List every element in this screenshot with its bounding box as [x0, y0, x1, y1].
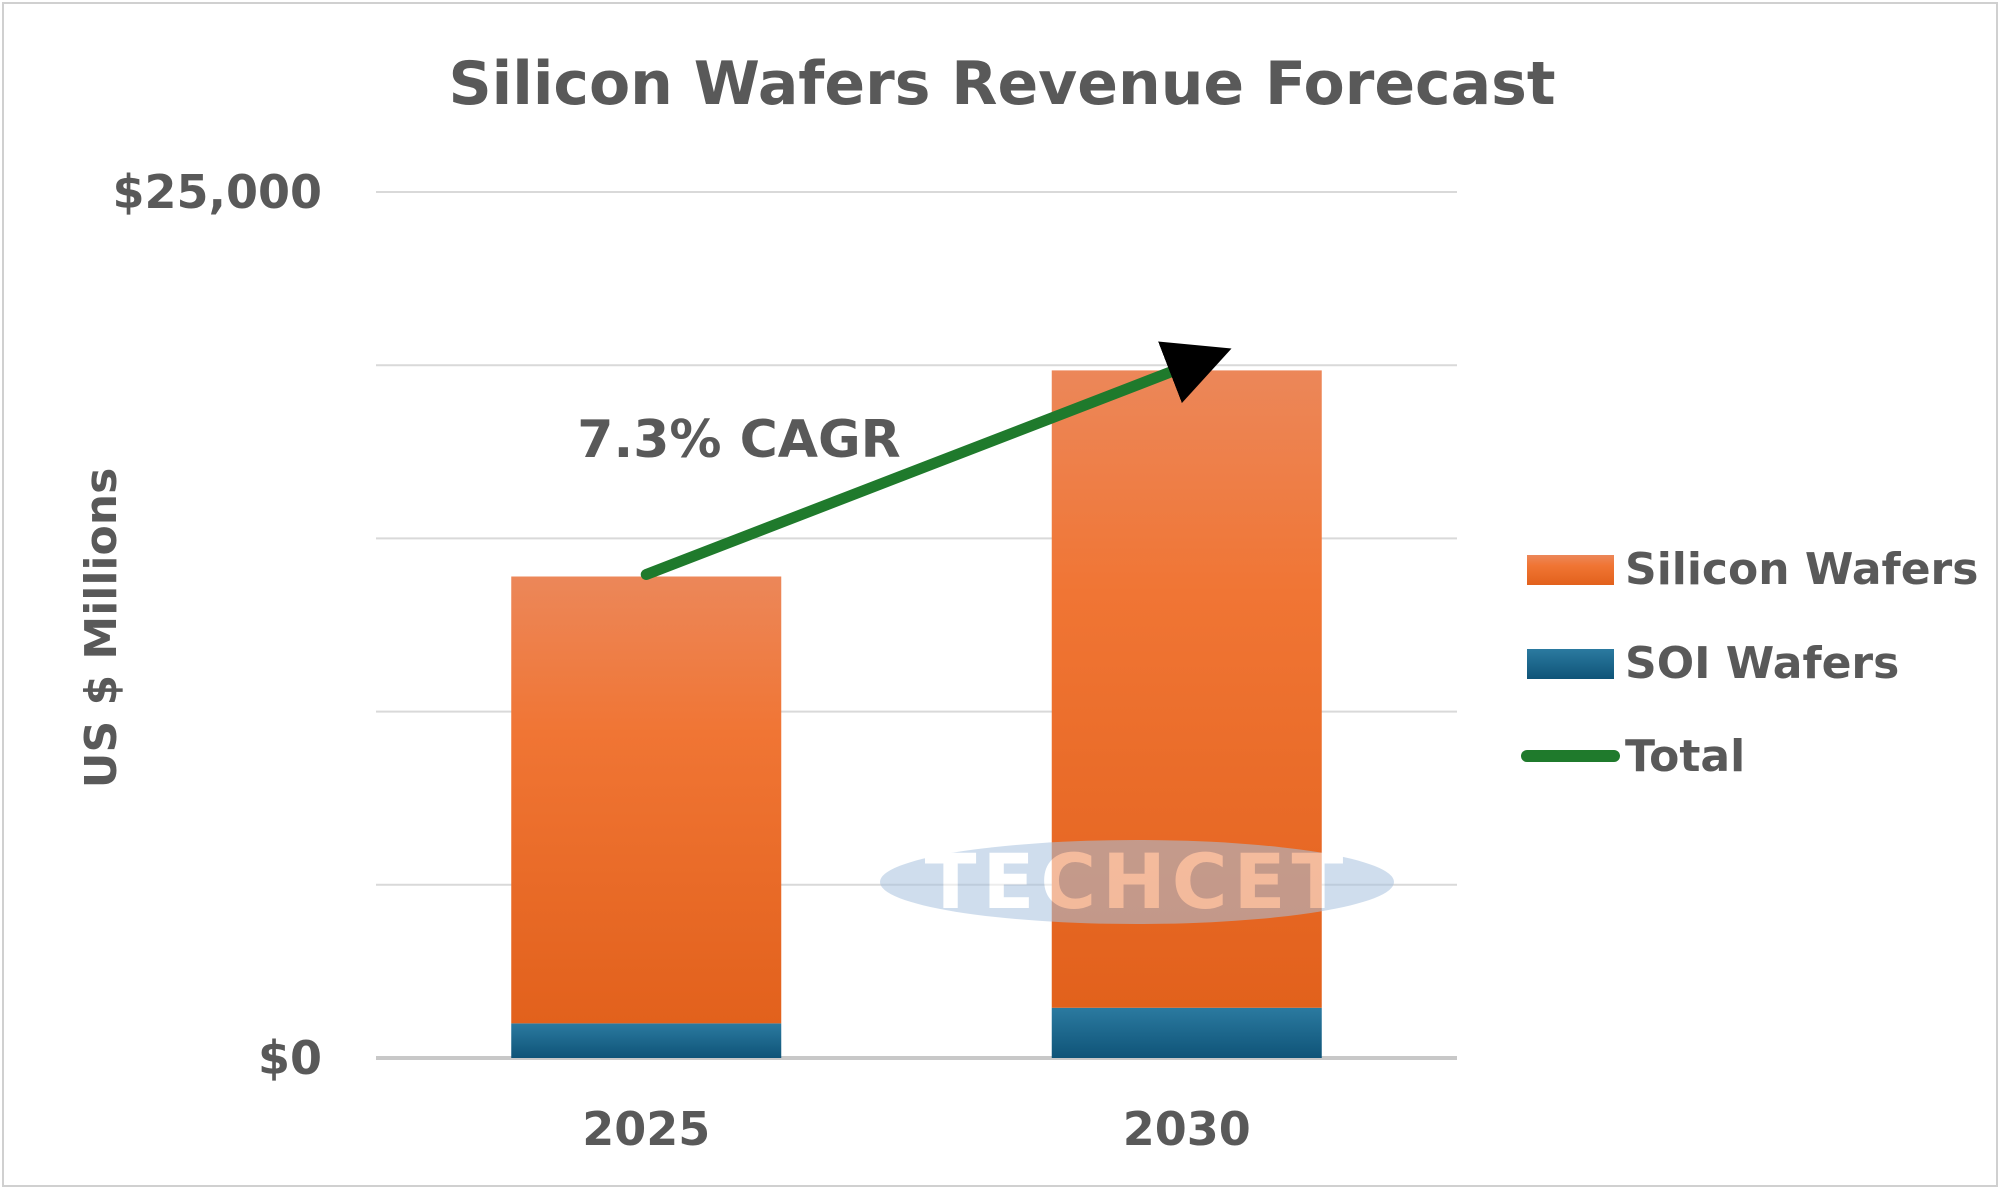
x-tick-labels: 2025 2030: [582, 1102, 1251, 1156]
chart-svg: Silicon Wafers Revenue Forecast US $ Mil…: [76, 49, 1978, 1156]
x-tick-label: 2030: [1123, 1102, 1251, 1156]
legend-label-total: Total: [1625, 731, 1745, 782]
y-tick-label: $25,000: [112, 165, 322, 219]
legend-swatch-silicon-wafers: [1527, 555, 1614, 585]
watermark: TECHCET: [880, 837, 1394, 926]
watermark-text: TECHCET: [925, 837, 1350, 926]
bars: [511, 370, 1322, 1058]
legend-label-soi-wafers: SOI Wafers: [1625, 638, 1899, 689]
legend-label-silicon-wafers: Silicon Wafers: [1625, 544, 1978, 595]
cagr-annotation: 7.3% CAGR: [577, 410, 900, 470]
y-axis-label: US $ Millions: [76, 468, 127, 789]
legend: Silicon Wafers SOI Wafers Total: [1521, 544, 1978, 782]
watermark-badge: [880, 840, 1394, 924]
y-tick-label: $0: [258, 1031, 322, 1085]
bar-soi-wafers-2025: [511, 1023, 782, 1058]
y-tick-labels: $0 $25,000: [112, 165, 322, 1085]
total-line: [640, 341, 1232, 581]
legend-swatch-soi-wafers: [1527, 649, 1614, 679]
x-tick-label: 2025: [582, 1102, 710, 1156]
bar-soi-wafers-2030: [1051, 1007, 1322, 1058]
chart-title: Silicon Wafers Revenue Forecast: [448, 49, 1555, 119]
total-series: [640, 341, 1232, 581]
bar-silicon-wafers-2025: [511, 576, 782, 1024]
